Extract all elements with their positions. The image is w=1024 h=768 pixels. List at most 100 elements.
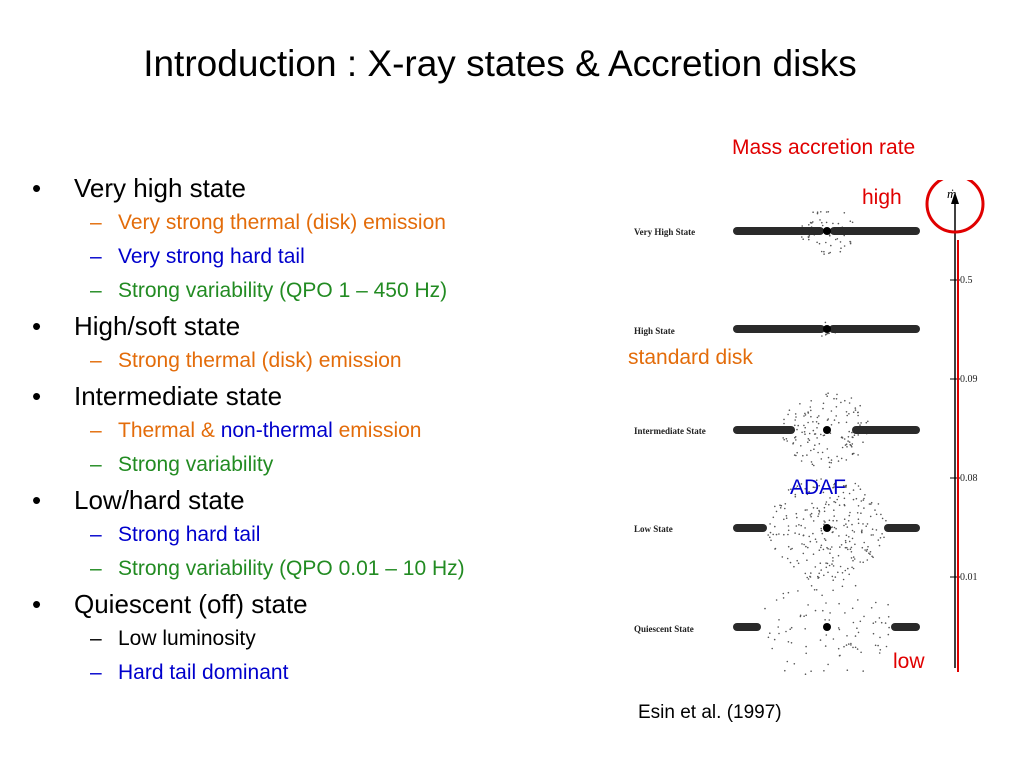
corona-particle bbox=[789, 561, 792, 564]
corona-particle bbox=[820, 478, 822, 480]
corona-particle bbox=[850, 642, 852, 645]
corona-particle bbox=[874, 509, 876, 511]
corona-particle bbox=[817, 422, 820, 425]
corona-particle bbox=[796, 485, 799, 487]
corona-particle bbox=[804, 414, 807, 416]
corona-particle bbox=[881, 517, 884, 520]
disk-left-segment bbox=[733, 227, 824, 235]
corona-particle bbox=[868, 503, 871, 505]
corona-particle bbox=[845, 541, 847, 544]
corona-particle bbox=[864, 549, 866, 551]
corona-particle bbox=[815, 421, 818, 423]
corona-particle bbox=[848, 441, 851, 443]
corona-particle bbox=[843, 245, 846, 247]
corona-particle bbox=[878, 617, 881, 619]
corona-particle bbox=[879, 537, 882, 539]
disk-left-segment bbox=[733, 325, 825, 333]
corona-particle bbox=[835, 415, 837, 417]
corona-particle bbox=[811, 463, 814, 466]
corona-particle bbox=[778, 533, 780, 535]
corona-particle bbox=[853, 434, 856, 436]
bullet-dot: • bbox=[32, 311, 42, 341]
bullet-list: • Very high state – Very strong thermal (di… bbox=[28, 170, 608, 690]
corona-particle bbox=[854, 407, 857, 409]
corona-particle bbox=[832, 557, 834, 559]
corona-particle bbox=[885, 519, 887, 522]
corona-particle bbox=[813, 491, 816, 494]
black-hole-dot bbox=[823, 325, 831, 333]
corona-particle bbox=[822, 407, 824, 410]
corona-particle bbox=[796, 428, 798, 431]
sub-bullet-text: Very strong thermal (disk) emission bbox=[118, 211, 446, 234]
corona-particle bbox=[809, 221, 812, 224]
bullet-item: • High/soft state bbox=[28, 308, 608, 344]
sub-bullet-text: Hard tail dominant bbox=[118, 661, 289, 684]
corona-particle bbox=[774, 525, 776, 528]
corona-particle bbox=[836, 393, 838, 396]
corona-particle bbox=[797, 562, 800, 565]
corona-particle bbox=[860, 530, 863, 533]
bullet-dot: • bbox=[32, 589, 42, 619]
corona-particle bbox=[812, 429, 815, 432]
corona-particle bbox=[848, 536, 850, 538]
corona-particle bbox=[841, 446, 844, 449]
accretion-states-figure: Very High State High State Intermediate … bbox=[620, 180, 990, 675]
corona-particle bbox=[814, 538, 817, 540]
corona-particle bbox=[808, 490, 810, 493]
corona-particle bbox=[809, 406, 812, 408]
corona-particle bbox=[800, 524, 802, 527]
corona-particle bbox=[826, 332, 829, 335]
corona-particle bbox=[821, 335, 823, 337]
disk-right-segment bbox=[852, 426, 920, 434]
corona-particle bbox=[887, 603, 889, 606]
corona-particle bbox=[853, 452, 855, 455]
bullet-text: Quiescent (off) state bbox=[74, 589, 308, 619]
corona-particle bbox=[827, 418, 830, 420]
corona-particle bbox=[852, 646, 854, 649]
corona-particle bbox=[857, 411, 859, 414]
corona-particle bbox=[771, 647, 773, 650]
corona-particle bbox=[836, 238, 839, 240]
corona-particle bbox=[831, 575, 834, 578]
bullet-dot: • bbox=[32, 381, 42, 411]
corona-particle bbox=[792, 443, 794, 445]
corona-particle bbox=[784, 507, 786, 510]
disk-right-segment bbox=[830, 227, 920, 235]
corona-particle bbox=[814, 444, 816, 447]
corona-particle bbox=[837, 495, 840, 498]
corona-particle bbox=[825, 221, 828, 224]
corona-particle bbox=[846, 635, 848, 637]
corona-particle bbox=[850, 557, 853, 559]
corona-particle bbox=[809, 514, 812, 516]
sub-bullet-item: – Low luminosity bbox=[28, 622, 608, 656]
corona-particle bbox=[857, 522, 860, 525]
black-hole-dot bbox=[823, 524, 831, 532]
corona-particle bbox=[769, 536, 771, 539]
sub-bullet-item: – Strong hard tail bbox=[28, 518, 608, 552]
corona-particle bbox=[867, 545, 869, 548]
corona-particle bbox=[787, 529, 790, 532]
corona-particle bbox=[797, 590, 799, 592]
corona-particle bbox=[875, 513, 878, 516]
corona-particle bbox=[850, 397, 853, 399]
corona-particle bbox=[813, 433, 816, 435]
corona-particle bbox=[851, 446, 853, 448]
corona-particle bbox=[857, 414, 859, 417]
corona-particle bbox=[853, 558, 856, 560]
corona-particle bbox=[835, 527, 837, 530]
corona-particle bbox=[812, 421, 814, 423]
high-label: high bbox=[862, 186, 902, 209]
corona-particle bbox=[829, 432, 832, 434]
corona-particle bbox=[800, 483, 803, 485]
corona-particle bbox=[801, 225, 803, 227]
corona-particle bbox=[804, 509, 807, 511]
corona-particle bbox=[821, 451, 824, 454]
corona-particle bbox=[793, 454, 796, 456]
corona-particle bbox=[807, 604, 809, 606]
corona-particle bbox=[843, 234, 845, 237]
corona-particle bbox=[772, 533, 774, 536]
corona-particle bbox=[862, 441, 864, 444]
corona-particle bbox=[860, 651, 862, 654]
corona-particle bbox=[826, 448, 829, 450]
sub-bullet-text: Strong hard tail bbox=[118, 523, 261, 546]
